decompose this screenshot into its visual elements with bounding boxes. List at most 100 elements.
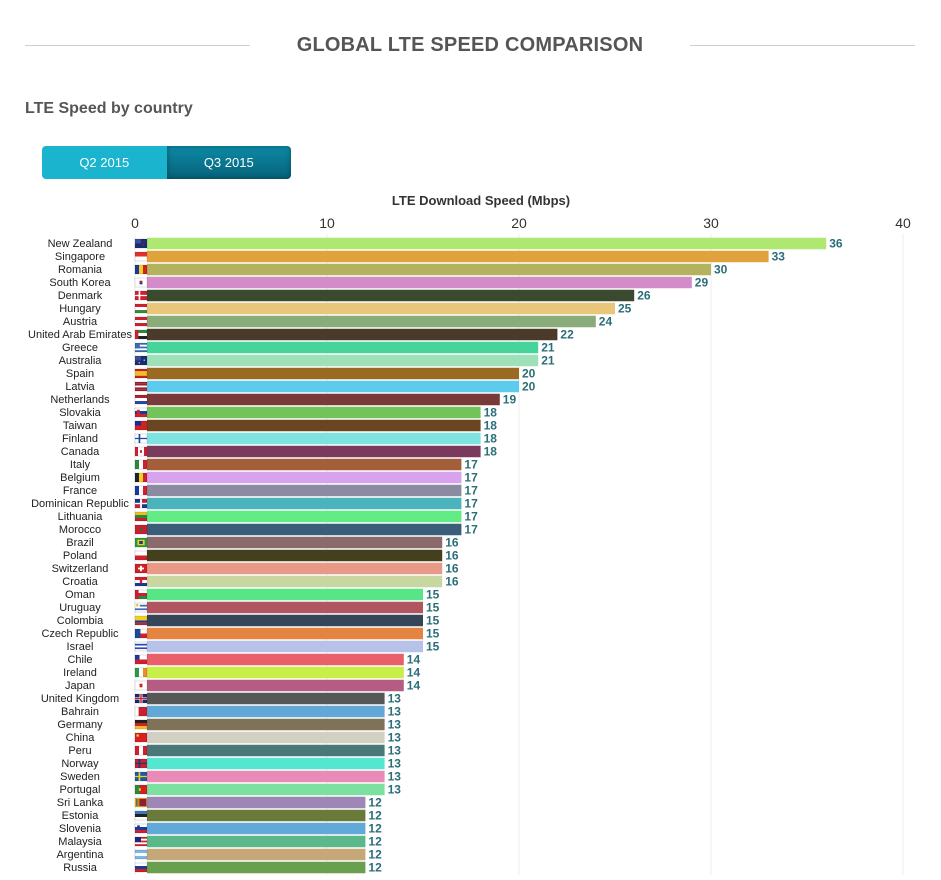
y-tick-label: Hungary	[59, 303, 101, 315]
flag-be-icon	[134, 472, 148, 483]
data-label: 13	[388, 744, 402, 758]
data-label: 18	[484, 432, 498, 446]
flag-cz-icon	[134, 628, 148, 639]
bar	[147, 315, 596, 328]
y-tick-label: Germany	[57, 719, 103, 731]
y-tick-label: Taiwan	[63, 420, 97, 432]
bar	[147, 367, 519, 380]
data-label: 14	[407, 653, 421, 667]
page-title: GLOBAL LTE SPEED COMPARISON	[296, 34, 644, 56]
flag-se-icon	[134, 771, 148, 782]
flag-au-icon	[134, 355, 148, 366]
data-label: 16	[445, 575, 459, 589]
y-tick-label: Estonia	[62, 810, 100, 822]
flag-kr-icon	[134, 277, 148, 288]
flag-hr-icon	[134, 576, 148, 587]
bar	[147, 458, 462, 471]
tab-q2-2015[interactable]: Q2 2015	[42, 146, 167, 179]
y-tick-label: Czech Republic	[41, 628, 119, 640]
y-tick-label: Portugal	[60, 784, 101, 796]
bar	[147, 718, 385, 731]
data-label: 24	[599, 315, 613, 329]
x-tick-label: 10	[319, 215, 335, 231]
data-label: 14	[407, 666, 421, 680]
data-label: 18	[484, 445, 498, 459]
data-label: 13	[388, 705, 402, 719]
bar	[147, 289, 635, 302]
x-tick-label: 0	[131, 215, 139, 231]
y-tick-label: New Zealand	[48, 238, 113, 250]
y-tick-label: Sweden	[60, 771, 100, 783]
flag-my-icon	[134, 836, 148, 847]
flag-ae-icon	[134, 329, 148, 340]
flag-tw-icon	[134, 420, 148, 431]
data-label: 21	[541, 341, 555, 355]
bar	[147, 757, 385, 770]
flag-ma-icon	[134, 524, 148, 535]
y-tick-label: Greece	[62, 342, 98, 354]
data-label: 13	[388, 718, 402, 732]
flag-ch-icon	[134, 563, 148, 574]
bar	[147, 770, 385, 783]
y-tick-label: Slovakia	[59, 407, 101, 419]
y-tick-label: Finland	[62, 433, 98, 445]
bar	[147, 848, 366, 861]
data-label: 15	[426, 614, 440, 628]
data-label: 12	[368, 822, 382, 836]
y-tick-label: France	[63, 485, 97, 497]
bar	[147, 549, 443, 562]
data-label: 17	[464, 497, 478, 511]
bar	[147, 484, 462, 497]
bar	[147, 445, 481, 458]
chart-title: LTE Download Speed (Mbps)	[392, 193, 570, 208]
flag-il-icon	[134, 641, 148, 652]
bar	[147, 705, 385, 718]
bar	[147, 822, 366, 835]
bar	[147, 640, 423, 653]
bar	[147, 510, 462, 523]
flag-gb-icon	[134, 693, 148, 704]
flag-no-icon	[134, 758, 148, 769]
flag-pl-icon	[134, 550, 148, 561]
tab-q3-2015[interactable]: Q3 2015	[166, 146, 291, 179]
y-tick-label: Denmark	[58, 290, 103, 302]
bar	[147, 354, 539, 367]
data-label: 16	[445, 562, 459, 576]
y-tick-label: Israel	[67, 641, 94, 653]
x-tick-label: 40	[895, 215, 911, 231]
bar	[147, 250, 769, 263]
flag-dk-icon	[134, 290, 148, 301]
y-tick-label: Belgium	[60, 472, 100, 484]
y-tick-label: Russia	[63, 862, 98, 874]
data-label: 21	[541, 354, 555, 368]
flag-pt-icon	[134, 784, 148, 795]
y-tick-label: Dominican Republic	[31, 498, 129, 510]
data-label: 25	[618, 302, 632, 316]
data-label: 18	[484, 406, 498, 420]
data-label: 33	[772, 250, 786, 264]
y-tick-label: Morocco	[59, 524, 101, 536]
bar	[147, 809, 366, 822]
y-tick-label: Japan	[65, 680, 95, 692]
bar	[147, 523, 462, 536]
flag-co-icon	[134, 615, 148, 626]
data-label: 12	[368, 848, 382, 862]
flag-fi-icon	[134, 433, 148, 444]
y-tick-label: China	[66, 732, 96, 744]
bar	[147, 536, 443, 549]
flag-pe-icon	[134, 745, 148, 756]
bar	[147, 666, 404, 679]
data-label: 15	[426, 588, 440, 602]
flag-br-icon	[134, 537, 148, 548]
data-label: 17	[464, 484, 478, 498]
y-tick-label: Poland	[63, 550, 97, 562]
flag-ar-icon	[134, 849, 148, 860]
data-label: 15	[426, 640, 440, 654]
bar	[147, 471, 462, 484]
flag-lt-icon	[134, 511, 148, 522]
y-tick-label: Uruguay	[59, 602, 101, 614]
y-tick-label: Sri Lanka	[57, 797, 104, 809]
flag-at-icon	[134, 316, 148, 327]
y-tick-label: Argentina	[56, 849, 104, 861]
bar	[147, 679, 404, 692]
